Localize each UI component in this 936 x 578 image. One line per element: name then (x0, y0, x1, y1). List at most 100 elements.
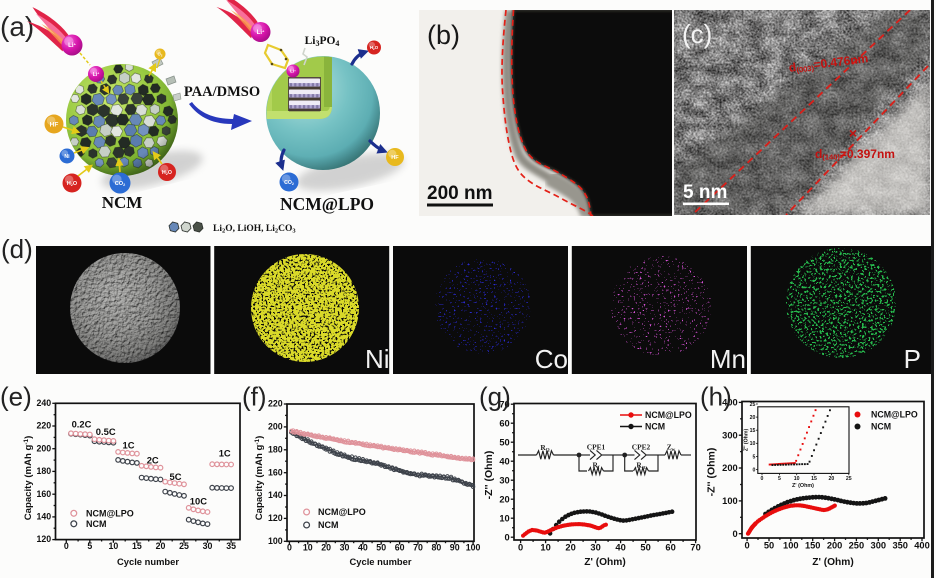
svg-text:0: 0 (733, 529, 738, 539)
svg-text:15: 15 (811, 476, 817, 482)
svg-text:0: 0 (761, 476, 764, 482)
svg-text:25: 25 (846, 476, 852, 482)
svg-text:0.2C: 0.2C (72, 419, 92, 430)
svg-text:60: 60 (395, 543, 405, 553)
svg-text:160: 160 (37, 489, 52, 499)
svg-text:5C: 5C (170, 471, 182, 482)
svg-text:(h): (h) (700, 385, 732, 412)
svg-text:Li2O, LiOH, Li2CO3: Li2O, LiOH, Li2CO3 (213, 224, 296, 235)
svg-text:Z' (Ohm): Z' (Ohm) (584, 557, 625, 568)
svg-text:100: 100 (466, 543, 481, 553)
svg-text:(g): (g) (479, 385, 511, 412)
svg-text:Li3PO4: Li3PO4 (305, 35, 340, 48)
svg-text:×: × (849, 125, 857, 141)
svg-text:0.5C: 0.5C (96, 426, 116, 437)
svg-text:25: 25 (750, 402, 756, 408)
svg-text:5: 5 (778, 476, 781, 482)
svg-text:2C: 2C (147, 454, 159, 465)
svg-text:10: 10 (540, 543, 550, 553)
svg-text:CO2: CO2 (115, 181, 126, 187)
svg-text:120: 120 (37, 534, 52, 544)
svg-text:H2O: H2O (370, 45, 379, 51)
svg-text:90: 90 (450, 543, 460, 553)
svg-text:400: 400 (914, 540, 930, 550)
svg-text:140: 140 (37, 512, 52, 522)
svg-text:300: 300 (871, 540, 887, 550)
svg-text:250: 250 (849, 540, 865, 550)
svg-text:H2O: H2O (162, 170, 172, 176)
svg-text:10: 10 (303, 543, 313, 553)
svg-text:CO2: CO2 (284, 180, 294, 186)
svg-text:40: 40 (358, 543, 368, 553)
svg-text:Li+: Li+ (257, 29, 265, 37)
svg-text:160: 160 (268, 467, 283, 477)
svg-text:Ni: Ni (64, 154, 70, 160)
svg-text:Capacity (mAh g-1): Capacity (mAh g-1) (23, 436, 34, 521)
svg-text:(f): (f) (242, 385, 267, 412)
svg-text:Co: Co (535, 344, 568, 374)
svg-text:Mn: Mn (710, 344, 746, 374)
svg-text:(a): (a) (0, 11, 34, 42)
svg-text:40: 40 (615, 543, 625, 553)
svg-text:15: 15 (750, 428, 756, 434)
svg-text:Ni: Ni (365, 344, 390, 374)
svg-text:HF: HF (391, 155, 399, 161)
svg-text:NCM: NCM (102, 193, 143, 212)
svg-text:NCM@LPO: NCM@LPO (645, 410, 692, 420)
svg-text:50: 50 (499, 437, 509, 447)
svg-text:5: 5 (753, 454, 756, 460)
svg-text:NCM: NCM (871, 422, 891, 432)
svg-text:Rct: Rct (636, 460, 646, 471)
svg-text:H2O: H2O (67, 181, 77, 187)
svg-text:P: P (904, 344, 921, 374)
svg-text:100: 100 (722, 496, 738, 506)
svg-text:150: 150 (805, 540, 821, 550)
svg-text:30: 30 (203, 541, 213, 551)
svg-text:20: 20 (829, 476, 835, 482)
svg-text:200: 200 (37, 443, 52, 453)
svg-text:(e): (e) (0, 385, 32, 412)
svg-text:200 nm: 200 nm (427, 183, 492, 204)
svg-text:25: 25 (179, 541, 189, 551)
svg-text:400: 400 (722, 398, 738, 408)
svg-text:0: 0 (518, 543, 523, 553)
svg-text:1C: 1C (219, 447, 231, 458)
svg-text:30: 30 (590, 543, 600, 553)
svg-text:-Z'' (Ohm): -Z'' (Ohm) (706, 448, 718, 497)
svg-text:NCM: NCM (318, 520, 339, 530)
svg-text:30: 30 (499, 475, 509, 485)
svg-text:Capacity (mAh g-1): Capacity (mAh g-1) (254, 436, 265, 521)
svg-text:CPE2: CPE2 (632, 442, 651, 451)
svg-text:35: 35 (226, 541, 236, 551)
svg-text:200: 200 (722, 463, 738, 473)
svg-text:Li+: Li+ (290, 69, 296, 74)
svg-text:200: 200 (827, 540, 843, 550)
svg-text:10: 10 (499, 513, 509, 523)
svg-text:0: 0 (745, 540, 750, 550)
svg-text:100: 100 (268, 536, 283, 546)
svg-text:220: 220 (268, 399, 283, 409)
svg-text:(d): (d) (1, 235, 33, 264)
svg-text:Li+: Li+ (93, 72, 99, 78)
svg-text:Cycle number: Cycle number (350, 556, 412, 567)
svg-text:Z' (Ohm): Z' (Ohm) (792, 483, 814, 489)
svg-text:NCM: NCM (645, 422, 665, 432)
svg-text:NCM@LPO: NCM@LPO (280, 194, 374, 214)
svg-text:100: 100 (783, 540, 799, 550)
svg-text:NCM@LPO: NCM@LPO (86, 508, 134, 518)
svg-text:50: 50 (640, 543, 650, 553)
svg-text:Li+: Li+ (68, 42, 77, 50)
svg-text:60: 60 (499, 418, 509, 428)
svg-text:5 nm: 5 nm (683, 182, 727, 203)
svg-text:200: 200 (268, 422, 283, 432)
svg-text:180: 180 (268, 444, 283, 454)
svg-text:NCM@LPO: NCM@LPO (871, 410, 918, 420)
svg-text:30: 30 (340, 543, 350, 553)
svg-text:20: 20 (750, 415, 756, 421)
svg-text:15: 15 (132, 541, 142, 551)
svg-text:180: 180 (37, 466, 52, 476)
svg-text:1C: 1C (123, 439, 135, 450)
svg-text:5: 5 (87, 541, 92, 551)
svg-text:10: 10 (750, 441, 756, 447)
svg-text:Z' (Ohm): Z' (Ohm) (812, 557, 853, 568)
